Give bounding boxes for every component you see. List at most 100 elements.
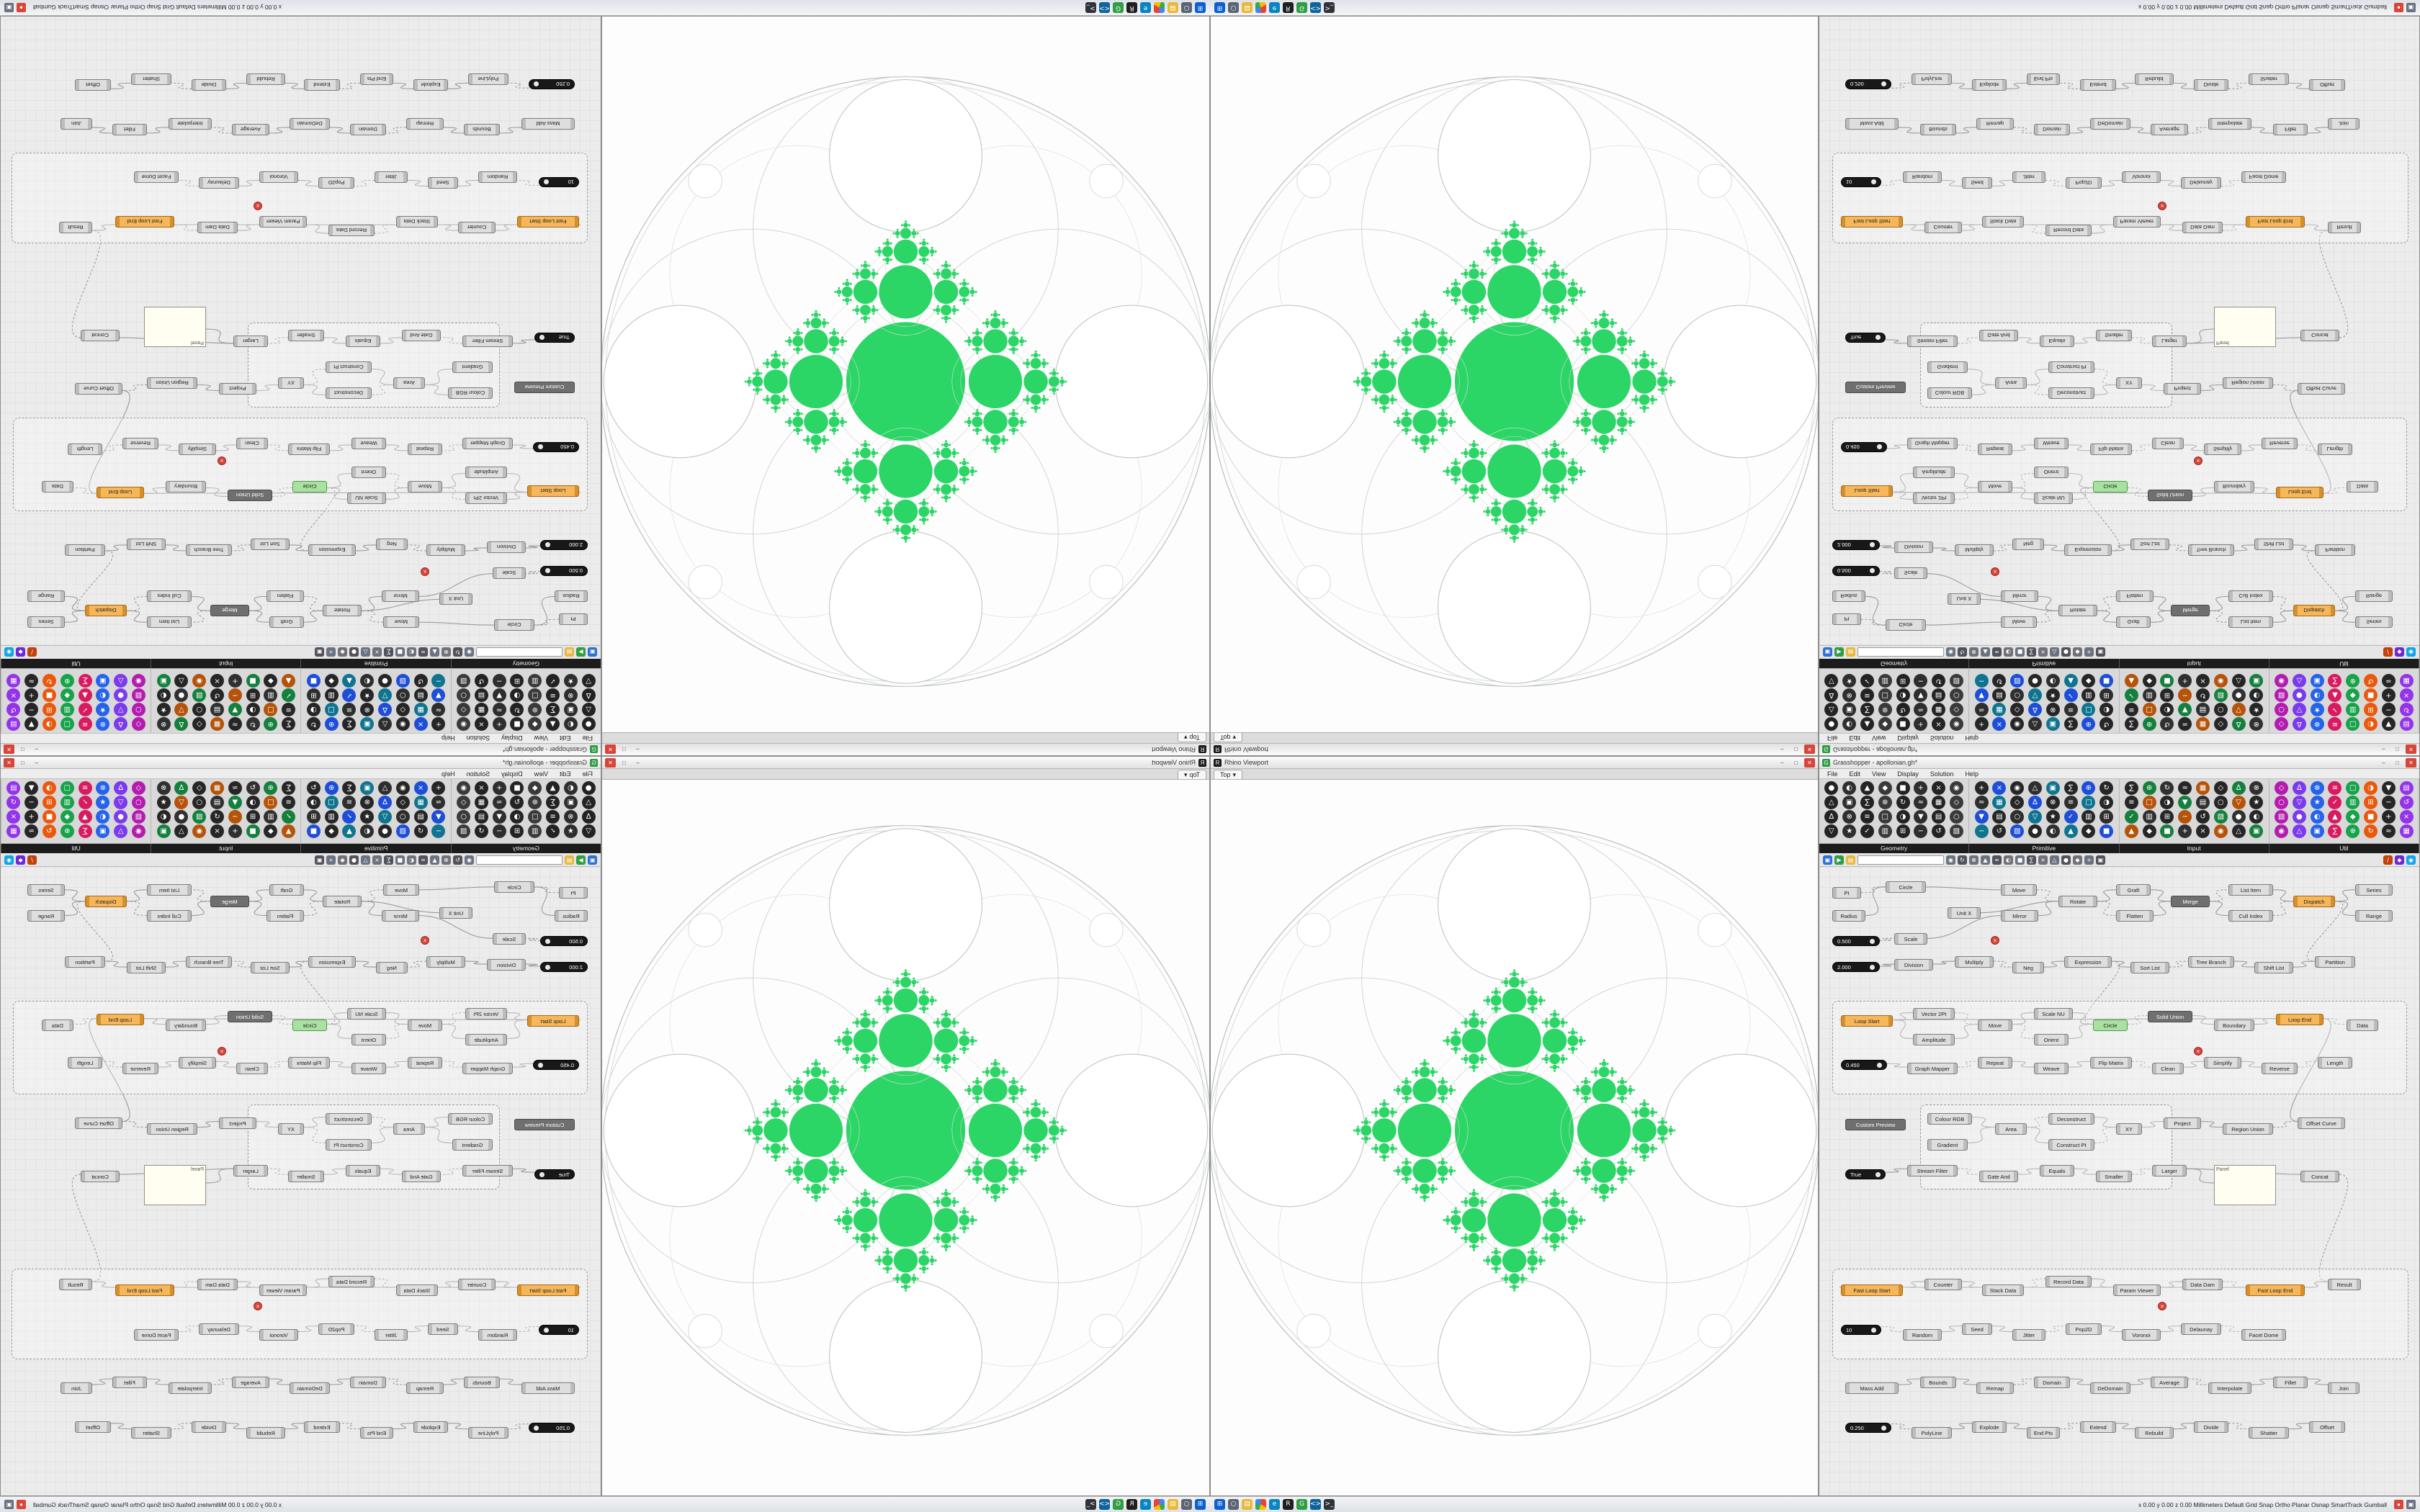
component-icon[interactable]: ◐ [96, 688, 110, 702]
gh-panel[interactable]: Panel [2214, 1165, 2276, 1205]
gh-component-node[interactable]: Param Viewer [259, 216, 307, 228]
component-icon[interactable]: ◉ [395, 781, 410, 795]
code-icon[interactable]: <> [1310, 2, 1321, 13]
component-icon[interactable]: − [1914, 674, 1928, 688]
gh-component-node[interactable]: Shift List [2254, 962, 2293, 973]
gh-component-node[interactable]: Concat [81, 1171, 120, 1182]
gh-component-node[interactable]: Remap [1976, 118, 2014, 130]
component-icon[interactable]: ⊕ [324, 781, 339, 795]
component-icon[interactable]: □ [2346, 781, 2360, 795]
component-icon[interactable]: ■ [2364, 688, 2378, 702]
toolbar-icon[interactable]: ▣ [2096, 855, 2105, 865]
component-icon[interactable]: ≡ [546, 810, 560, 824]
start-icon[interactable]: ⊞ [1195, 1499, 1206, 1510]
explorer-icon[interactable]: ▤ [1168, 2, 1178, 13]
gh-component-node[interactable]: Record Data [328, 1276, 375, 1287]
gh-component-node[interactable]: Division [487, 541, 526, 553]
component-icon[interactable]: + [2381, 810, 2396, 824]
gh-component-node[interactable]: Gradient [1927, 1139, 1968, 1151]
gh-canvas[interactable]: Pt Circle Radius 0.500 Scale Unit X Move Mirror… [1819, 17, 2419, 645]
gh-component-node[interactable]: Join [60, 118, 92, 130]
component-icon[interactable]: ↺ [413, 824, 428, 838]
toolbar-icon[interactable]: + [2084, 855, 2094, 865]
gh-component-node[interactable]: Stack Data [1982, 216, 2024, 228]
gh-component-node[interactable]: Sort List [2130, 539, 2169, 550]
record-icon[interactable]: ● [2394, 1500, 2403, 1509]
gh-component-node[interactable]: Construct Pt [326, 1139, 372, 1151]
component-icon[interactable]: ∑ [78, 674, 92, 688]
edge-icon[interactable]: e [1269, 1499, 1280, 1510]
record-icon[interactable]: ● [2394, 3, 2403, 12]
menu-display[interactable]: Display [1897, 734, 1919, 742]
component-icon[interactable]: ▥ [60, 703, 74, 716]
component-icon[interactable]: ■ [2099, 824, 2114, 838]
component-icon[interactable]: ▦ [2196, 717, 2210, 731]
gh-component-node[interactable]: Data Dam [2182, 222, 2223, 233]
component-icon[interactable]: ◆ [528, 717, 542, 731]
component-icon[interactable]: ∆ [581, 810, 596, 824]
component-icon[interactable]: ⊕ [2081, 717, 2096, 731]
error-marker[interactable]: × [421, 936, 429, 945]
gh-component-node[interactable]: Scale [493, 933, 526, 945]
gh-component-node[interactable]: Tree Branch [186, 544, 232, 556]
gh-component-node[interactable]: Explode [1972, 79, 2007, 91]
eye-icon[interactable]: ◉ [2406, 855, 2416, 865]
component-icon[interactable]: ■ [1896, 781, 1910, 795]
gh-component-node[interactable]: Series [2355, 616, 2393, 628]
gh-component-node[interactable]: Stream Filter [1907, 1165, 1958, 1176]
record-icon[interactable]: ● [17, 1500, 26, 1509]
component-icon[interactable]: ▦ [1992, 703, 2007, 716]
gh-component-node[interactable]: Shatter [2249, 73, 2289, 85]
menu-solution[interactable]: Solution [1930, 770, 1954, 778]
chrome-icon[interactable] [1255, 1499, 1266, 1510]
component-icon[interactable]: ▽ [1824, 674, 1839, 688]
component-icon[interactable]: ◐ [96, 810, 110, 824]
component-icon[interactable]: ▥ [264, 688, 278, 702]
component-icon[interactable]: ● [114, 810, 128, 824]
component-icon[interactable]: □ [2142, 796, 2156, 809]
component-icon[interactable]: ▼ [1974, 810, 1989, 824]
number-slider[interactable]: 0.500 [540, 936, 588, 946]
palette-tab-util[interactable]: Util [2269, 844, 2419, 853]
component-icon[interactable]: ⊗ [1842, 688, 1857, 702]
eye-icon[interactable]: ◉ [4, 855, 14, 865]
component-icon[interactable]: ✓ [282, 810, 296, 824]
component-icon[interactable]: ▼ [2178, 796, 2192, 809]
component-icon[interactable]: ∑ [2124, 717, 2138, 731]
gh-component-node[interactable]: End Pts [2027, 1427, 2060, 1439]
pen-icon[interactable]: / [2383, 855, 2393, 865]
gh-component-node[interactable]: Record Data [2045, 225, 2092, 236]
component-icon[interactable]: ≈ [2381, 824, 2396, 838]
gh-component-node[interactable]: Graft [269, 616, 304, 628]
notifications-icon[interactable]: ▣ [4, 3, 14, 12]
chrome-icon[interactable] [1154, 1499, 1165, 1510]
component-icon[interactable]: ▧ [1949, 824, 1963, 838]
gh-component-node[interactable]: Random [478, 171, 517, 183]
component-icon[interactable]: ✓ [2063, 810, 2078, 824]
component-icon[interactable]: ∆ [2292, 717, 2306, 731]
component-icon[interactable]: ▥ [2081, 688, 2096, 702]
component-icon[interactable]: ◆ [324, 824, 339, 838]
search-icon[interactable]: ○ [1181, 1499, 1192, 1510]
component-icon[interactable]: ▦ [6, 674, 21, 688]
component-icon[interactable]: △ [114, 674, 128, 688]
component-icon[interactable]: ✓ [1860, 674, 1874, 688]
component-icon[interactable]: ▦ [2399, 824, 2414, 838]
grasshopper-icon[interactable]: G [1113, 2, 1124, 13]
component-icon[interactable]: ★ [156, 703, 171, 716]
gh-component-node[interactable]: Deconstruct [326, 1113, 372, 1125]
eye-icon[interactable]: ◉ [2406, 647, 2416, 657]
palette-tab-util[interactable]: Util [2269, 659, 2419, 668]
error-marker[interactable]: × [2158, 202, 2166, 210]
minimize-button[interactable]: – [2382, 746, 2385, 753]
gh-component-node[interactable]: Expression [308, 544, 356, 556]
play-icon[interactable]: ▶ [1834, 647, 1844, 657]
component-icon[interactable]: − [2381, 796, 2396, 809]
gh-component-node[interactable]: Loop Start [1841, 485, 1893, 497]
gh-component-node[interactable]: Neg [376, 539, 408, 550]
gh-component-node[interactable]: Facet Dome [2241, 1329, 2286, 1341]
gh-component-node[interactable]: Partition [65, 956, 105, 968]
gh-component-node[interactable]: Pop2D [318, 177, 354, 189]
component-icon[interactable]: ↺ [474, 824, 488, 838]
gem-icon[interactable]: ◆ [16, 855, 25, 865]
